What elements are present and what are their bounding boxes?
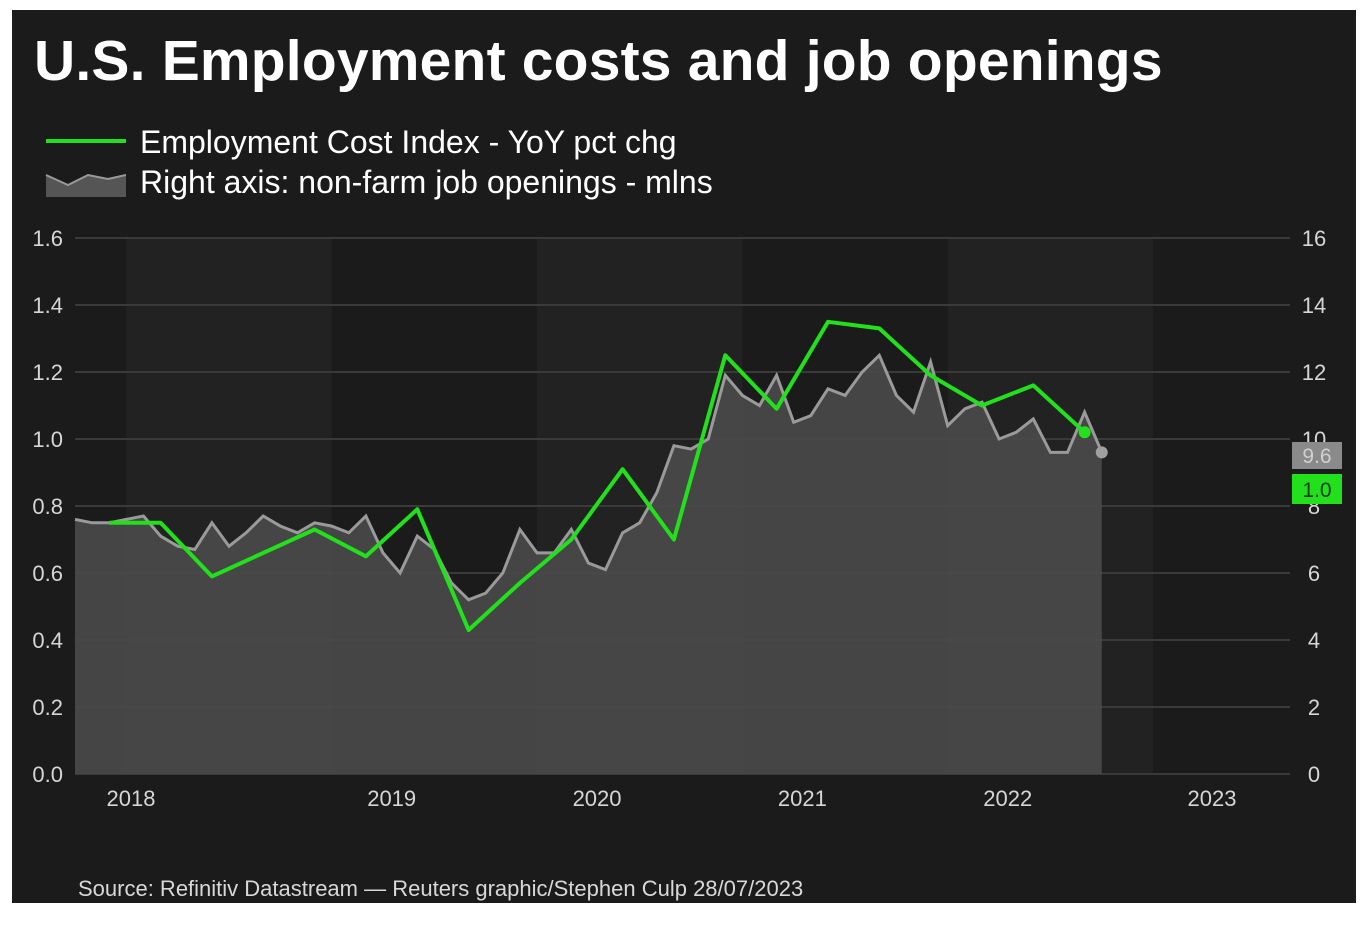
right-axis-tick-label: 12 (1302, 360, 1326, 385)
left-axis-tick-label: 1.4 (32, 293, 63, 318)
left-axis-tick-label: 0.2 (32, 695, 63, 720)
source-note: Source: Refinitiv Datastream — Reuters g… (78, 876, 804, 901)
jobs-openings-area (75, 355, 1102, 774)
right-axis-tick-label: 16 (1302, 226, 1326, 251)
eci-last-point-marker (1078, 426, 1091, 439)
legend-label-eci: Employment Cost Index - YoY pct chg (140, 123, 677, 160)
jobs-openings-line (74, 352, 1104, 602)
x-axis-tick-label: 2018 (107, 786, 156, 811)
right-axis-tick-label: 0 (1308, 762, 1320, 787)
jobs-last-value-label: 9.6 (1302, 445, 1331, 468)
x-axis-tick-label: 2019 (367, 786, 416, 811)
left-axis-tick-label: 0.8 (32, 494, 63, 519)
left-axis-tick-label: 0.0 (32, 762, 63, 787)
left-axis-tick-label: 1.2 (32, 360, 63, 385)
left-axis-tick-label: 0.4 (32, 628, 63, 653)
legend-item-jobs: Right axis: non-farm job openings - mlns (44, 164, 713, 200)
x-axis-tick-label: 2022 (983, 786, 1032, 811)
legend-swatch-eci (44, 127, 126, 157)
x-axis-tick-label: 2023 (1188, 786, 1237, 811)
jobs-last-point-marker (1095, 446, 1108, 459)
x-axis-tick-label: 2021 (778, 786, 827, 811)
left-axis-tick-label: 0.6 (32, 561, 63, 586)
eci-last-value-label: 1.0 (1302, 479, 1331, 502)
jobs-last-value-badge (1292, 442, 1342, 469)
right-axis-tick-label: 4 (1308, 628, 1320, 653)
right-axis-tick-label: 6 (1308, 561, 1320, 586)
right-axis-tick-label: 14 (1302, 293, 1326, 318)
x-axis-tick-label: 2020 (573, 786, 622, 811)
legend-label-jobs: Right axis: non-farm job openings - mlns (140, 163, 713, 200)
left-axis-tick-label: 1.6 (32, 226, 63, 251)
chart-title: U.S. Employment costs and job openings (34, 29, 1163, 93)
eci-line (109, 319, 1086, 632)
legend-swatch-jobs (44, 167, 127, 197)
legend-item-eci: Employment Cost Index - YoY pct chg (44, 124, 677, 160)
eci-last-value-badge (1292, 474, 1342, 504)
left-axis-tick-label: 1.0 (32, 427, 63, 452)
right-axis-tick-label: 2 (1308, 695, 1320, 720)
